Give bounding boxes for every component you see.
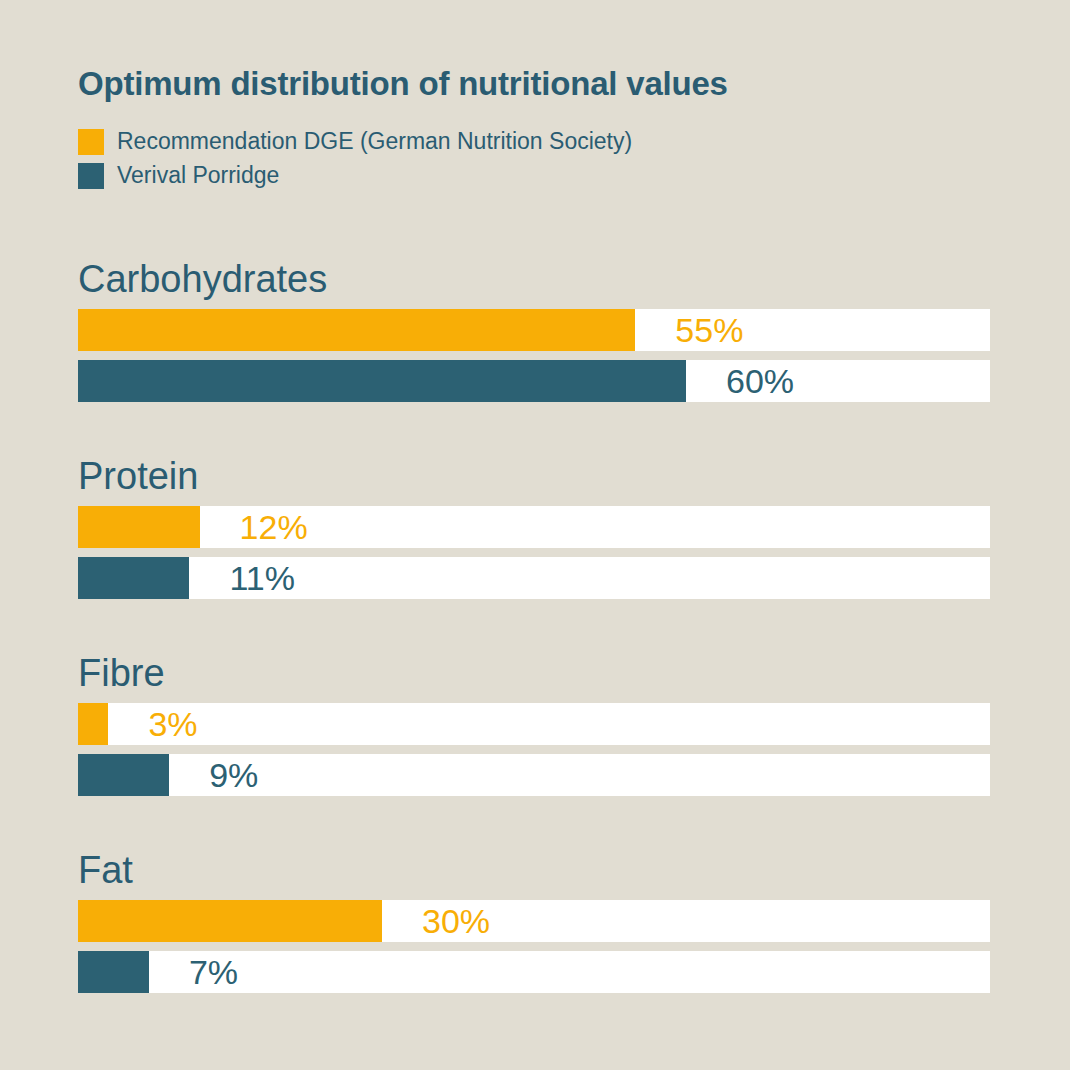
section-heading-protein: Protein — [78, 457, 990, 495]
legend-item-verival: Verival Porridge — [78, 162, 990, 189]
legend-swatch-verival — [78, 163, 104, 189]
nutrition-infographic: Optimum distribution of nutritional valu… — [0, 0, 1070, 1070]
bar-value-label-verival: 9% — [209, 754, 258, 796]
bar-value-label-dge: 30% — [422, 900, 490, 942]
bar-fill-verival — [78, 754, 169, 796]
bar-value-label-verival: 7% — [189, 951, 238, 993]
bar-value-label-verival: 60% — [726, 360, 794, 402]
legend-swatch-dge — [78, 129, 104, 155]
bar-track-dge: 30% — [78, 900, 990, 942]
bar-fill-dge — [78, 900, 382, 942]
bar-track-dge: 12% — [78, 506, 990, 548]
section-fat: Fat 30% 7% — [78, 851, 990, 993]
legend-label-dge: Recommendation DGE (German Nutrition Soc… — [117, 128, 632, 155]
bar-fill-dge — [78, 309, 635, 351]
legend-item-dge: Recommendation DGE (German Nutrition Soc… — [78, 128, 990, 155]
section-fibre: Fibre 3% 9% — [78, 654, 990, 796]
bar-fill-verival — [78, 360, 686, 402]
legend: Recommendation DGE (German Nutrition Soc… — [78, 128, 990, 189]
bar-track-dge: 3% — [78, 703, 990, 745]
bar-fill-dge — [78, 703, 108, 745]
bar-track-verival: 7% — [78, 951, 990, 993]
bar-fill-dge — [78, 506, 200, 548]
section-carbohydrates: Carbohydrates 55% 60% — [78, 260, 990, 402]
bar-fill-verival — [78, 951, 149, 993]
bar-value-label-dge: 3% — [148, 703, 197, 745]
bar-track-verival: 11% — [78, 557, 990, 599]
bar-value-label-dge: 55% — [675, 309, 743, 351]
bar-value-label-dge: 12% — [240, 506, 308, 548]
legend-label-verival: Verival Porridge — [117, 162, 279, 189]
bar-fill-verival — [78, 557, 189, 599]
section-heading-fibre: Fibre — [78, 654, 990, 692]
bar-track-verival: 9% — [78, 754, 990, 796]
section-protein: Protein 12% 11% — [78, 457, 990, 599]
section-heading-fat: Fat — [78, 851, 990, 889]
bar-track-dge: 55% — [78, 309, 990, 351]
bar-track-verival: 60% — [78, 360, 990, 402]
bar-value-label-verival: 11% — [229, 557, 295, 599]
bar-chart: Carbohydrates 55% 60% Protein 12% 11% Fi… — [78, 260, 990, 993]
section-heading-carbohydrates: Carbohydrates — [78, 260, 990, 298]
page-title: Optimum distribution of nutritional valu… — [78, 66, 990, 101]
